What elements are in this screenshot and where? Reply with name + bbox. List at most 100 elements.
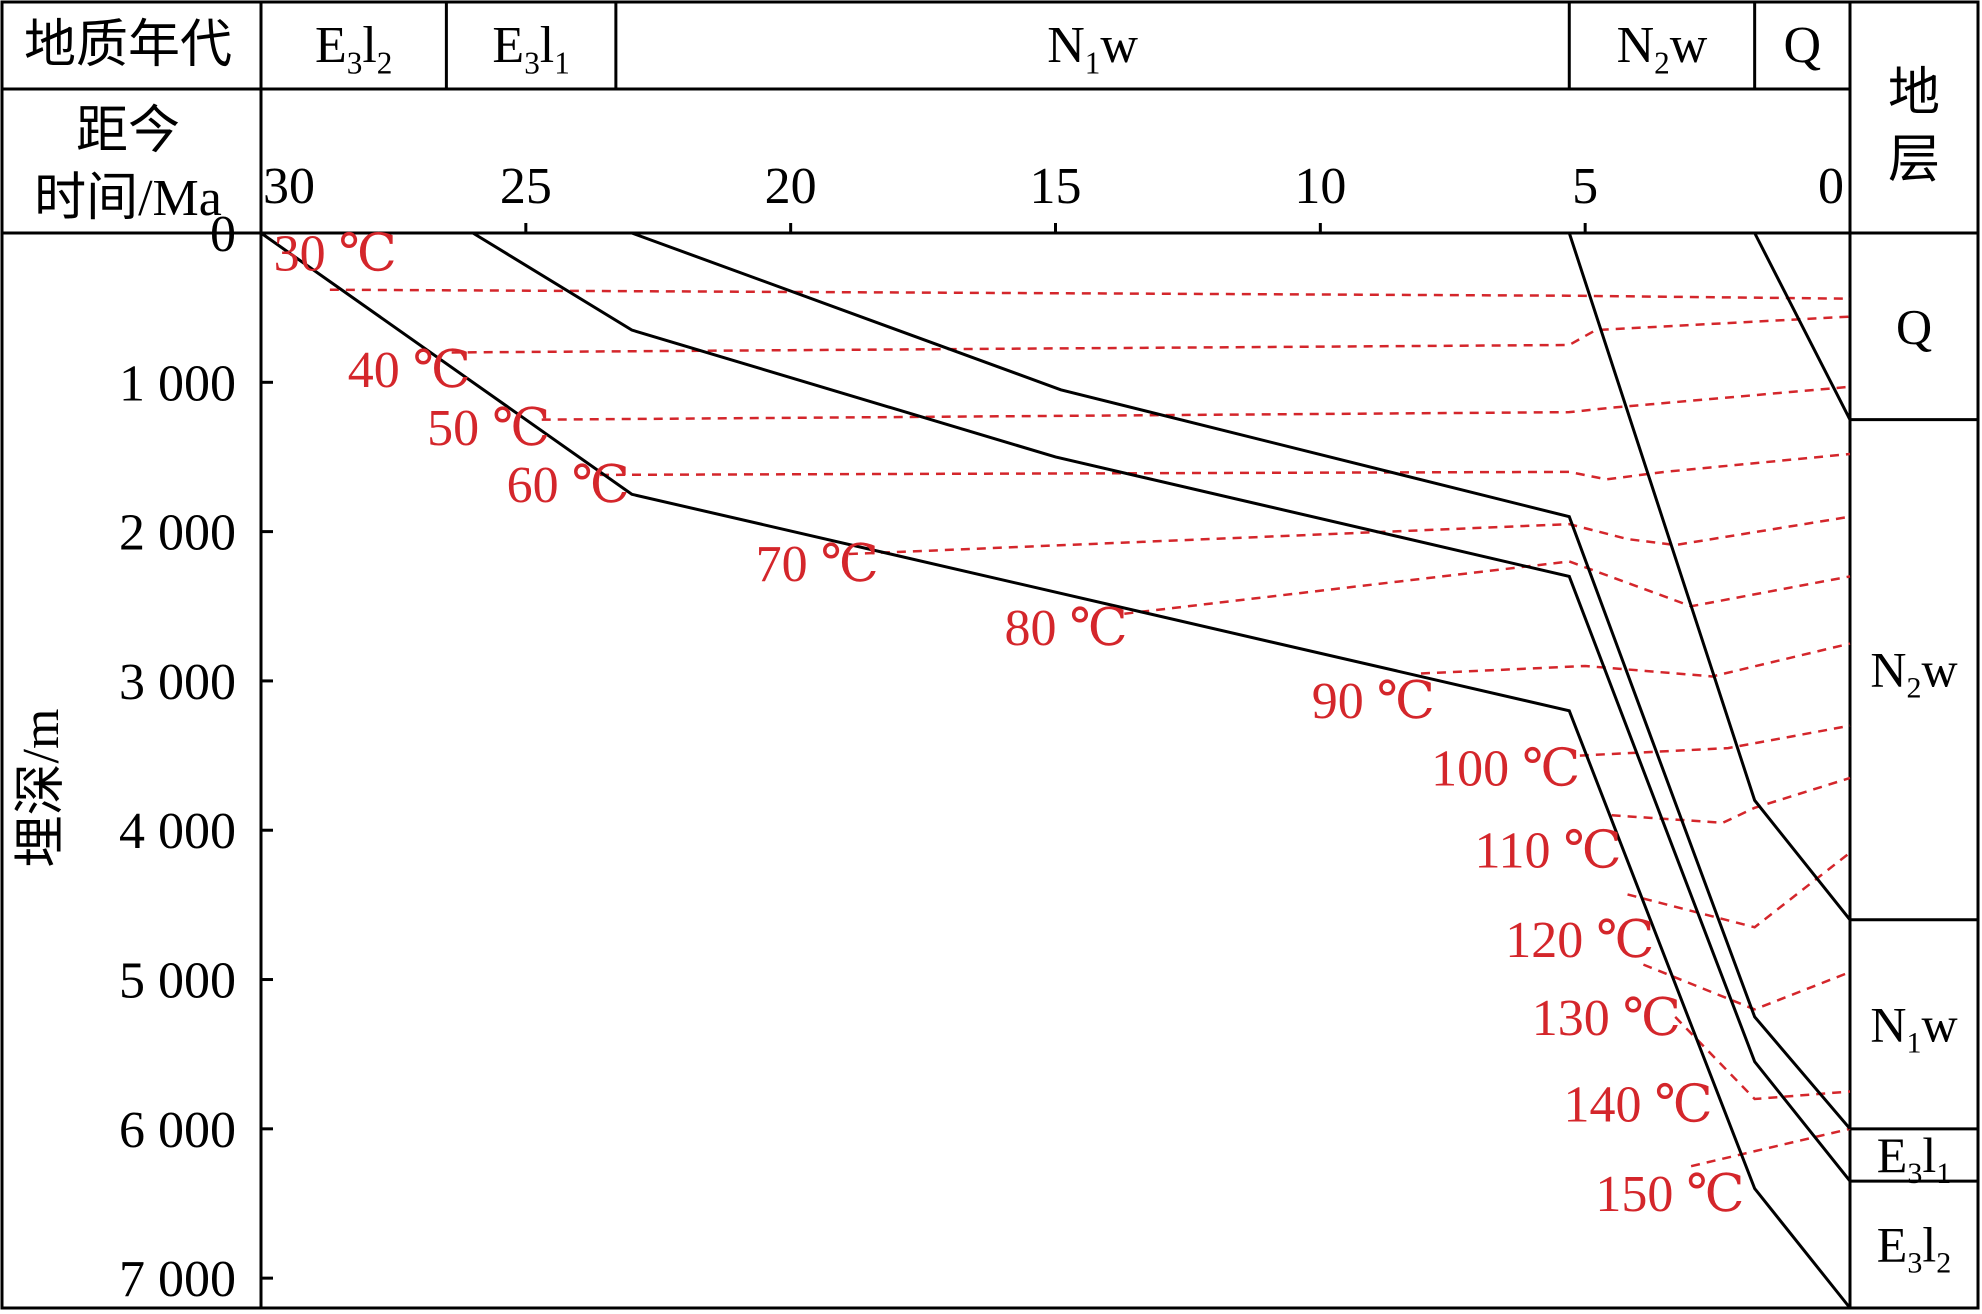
strata-label-main2: w <box>1922 996 1958 1052</box>
strata-label-main: Q <box>1896 298 1932 354</box>
isotherm-line <box>1420 642 1851 678</box>
strata-label: N1w <box>1870 996 1957 1059</box>
strata-label-sub2: 2 <box>1936 1247 1951 1280</box>
isotherm-label: 120 ℃ <box>1505 912 1654 969</box>
isotherm-line <box>1674 1015 1851 1101</box>
y-tick-label: 6 000 <box>119 1102 236 1159</box>
period-label: N2w <box>1617 17 1708 80</box>
period-label-sub: 1 <box>1085 45 1101 80</box>
strata-label-sub: 2 <box>1907 672 1922 705</box>
strata-label-line1: 地 <box>1888 65 1940 122</box>
strata-label: Q <box>1896 298 1932 354</box>
period-label-sub: 3 <box>524 45 540 80</box>
period-label: N1w <box>1047 17 1138 80</box>
isotherm-line <box>451 315 1851 354</box>
y-tick-label: 1 000 <box>119 355 236 412</box>
time-label-line1: 距今 <box>76 103 180 160</box>
burial-curve <box>472 231 1852 1183</box>
period-label-sub: 3 <box>347 45 363 80</box>
strata-label-main2: l <box>1922 1127 1936 1183</box>
time-label-line2: 时间/Ma <box>34 170 222 227</box>
period-label-main: E <box>315 17 347 74</box>
burial-curve <box>260 231 1852 1309</box>
burial-curve <box>631 231 1852 1130</box>
y-axis-ticks: 0 1 000 2 000 3 000 4 000 5 000 6 000 7 000 <box>119 206 273 1308</box>
x-tick-label: 5 <box>1572 158 1598 215</box>
period-label: E3l1 <box>492 17 569 80</box>
isotherm-line <box>329 288 1851 300</box>
isotherm-line <box>1579 724 1851 757</box>
y-tick-label: 4 000 <box>119 803 236 860</box>
x-tick-label: 25 <box>500 158 552 215</box>
isotherm-line <box>1642 963 1851 1011</box>
isotherm-label: 50 ℃ <box>427 400 550 457</box>
strata-label-main: N <box>1870 642 1906 698</box>
isotherm-label: 110 ℃ <box>1474 823 1621 880</box>
y-tick-label: 0 <box>210 206 236 263</box>
isotherm-label: 40 ℃ <box>348 342 471 399</box>
burial-curve <box>1567 232 1852 921</box>
isotherm-label: 60 ℃ <box>507 457 630 514</box>
strata-label-main: E <box>1877 1217 1908 1273</box>
isotherms <box>329 288 1851 1168</box>
strata-label-main: N <box>1870 996 1906 1052</box>
x-axis-ticks: 30 25 20 15 10 5 0 <box>259 158 1852 233</box>
isotherm-line <box>1611 776 1851 825</box>
isotherm-label: 70 ℃ <box>756 536 879 593</box>
period-label-main2: w <box>1100 17 1138 74</box>
x-tick-label: 10 <box>1294 158 1346 215</box>
strata-label-line2: 层 <box>1888 132 1940 189</box>
isotherm-label: 150 ℃ <box>1595 1166 1744 1223</box>
period-label-main2: l <box>362 17 376 74</box>
period-label-main: N <box>1617 17 1655 74</box>
period-label-sub2: 1 <box>554 45 570 80</box>
strata-label: E3l2 <box>1877 1217 1951 1280</box>
period-label: E3l2 <box>315 17 392 80</box>
isotherm-line <box>599 452 1851 481</box>
period-label-sub: 2 <box>1654 45 1670 80</box>
strata-label-sub: 3 <box>1907 1157 1922 1190</box>
y-tick-label: 7 000 <box>119 1251 236 1308</box>
x-tick-label: 15 <box>1030 158 1082 215</box>
strata-label-sub: 3 <box>1907 1247 1922 1280</box>
depth-axis-label: 埋深/m <box>13 709 70 868</box>
strata-label-sub: 1 <box>1907 1026 1922 1059</box>
geologic-periods: E3l2 E3l1 N1w N2w Q <box>315 2 1821 89</box>
strata-label-main2: l <box>1922 1217 1936 1273</box>
y-tick-label: 3 000 <box>119 654 236 711</box>
strata-label-main2: w <box>1922 642 1958 698</box>
period-label-main2: w <box>1670 17 1708 74</box>
period-label-main2: l <box>540 17 554 74</box>
isotherm-labels: 30 ℃ 40 ℃50 ℃60 ℃ 70 ℃ 80 ℃ 90 ℃ 100 ℃ 110 ℃ 12… <box>274 225 1745 1223</box>
isotherm-label: 30 ℃ <box>274 225 397 282</box>
isotherm-label: 80 ℃ <box>1005 600 1128 657</box>
isotherm-label: 130 ℃ <box>1532 990 1681 1047</box>
strata-label: N2w <box>1870 642 1957 705</box>
x-tick-label: 30 <box>263 158 315 215</box>
burial-curves <box>260 231 1852 1309</box>
isotherm-line <box>1627 851 1851 929</box>
isotherm-line <box>1124 560 1851 615</box>
era-label: 地质年代 <box>24 17 232 74</box>
y-tick-label: 5 000 <box>119 953 236 1010</box>
isotherm-line <box>541 385 1851 421</box>
isotherm-line <box>1690 1127 1851 1168</box>
isotherm-label: 100 ℃ <box>1431 740 1580 797</box>
isotherm-label: 90 ℃ <box>1312 673 1435 730</box>
period-label-main: Q <box>1784 17 1822 74</box>
x-tick-label: 0 <box>1818 158 1844 215</box>
y-tick-label: 2 000 <box>119 505 236 562</box>
isotherm-line <box>848 515 1851 556</box>
x-tick-label: 20 <box>765 158 817 215</box>
period-label-main: N <box>1047 17 1085 74</box>
period-label-main: E <box>492 17 524 74</box>
burial-curve <box>1753 232 1852 421</box>
isotherm-label: 140 ℃ <box>1564 1076 1713 1133</box>
period-label-sub2: 2 <box>377 45 393 80</box>
strata-label-main: E <box>1877 1127 1908 1183</box>
strata-label-sub2: 1 <box>1936 1157 1951 1190</box>
period-label: Q <box>1784 17 1822 74</box>
